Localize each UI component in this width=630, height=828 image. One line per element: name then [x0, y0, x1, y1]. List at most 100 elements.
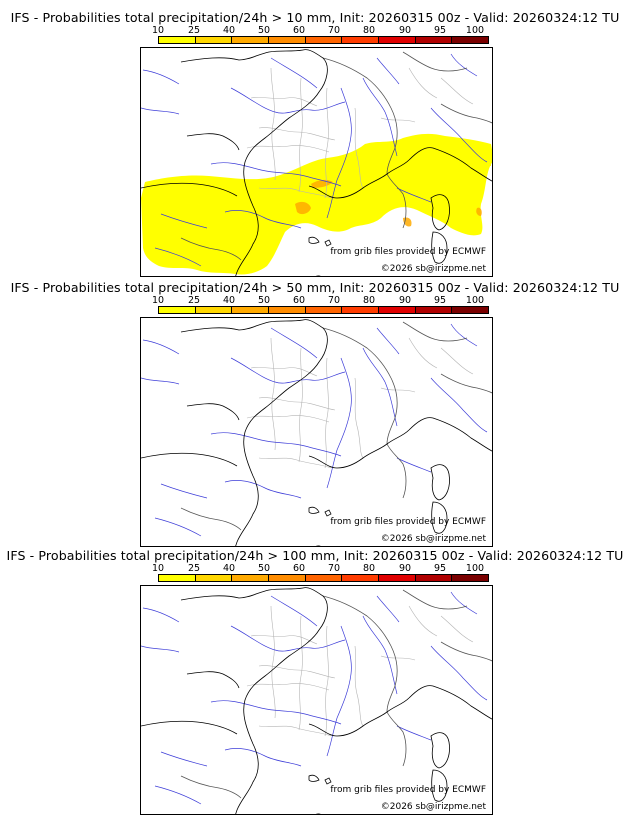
- coastline: [186, 671, 240, 689]
- coastline: [308, 774, 320, 782]
- colorbar-tick: 25: [187, 563, 201, 574]
- river: [430, 377, 488, 433]
- colorbar-segment: [379, 307, 416, 313]
- admin-boundary: [250, 97, 318, 107]
- map-title: IFS - Probabilities total precipitation/…: [10, 280, 620, 295]
- river: [450, 591, 478, 615]
- river: [376, 327, 400, 355]
- admin-boundary: [380, 387, 416, 393]
- map-title: IFS - Probabilities total precipitation/…: [10, 10, 620, 25]
- river: [326, 625, 352, 757]
- probability-area-10-25: [141, 133, 492, 275]
- colorbar-tick: 60: [292, 563, 306, 574]
- coastline: [431, 231, 448, 264]
- colorbar-tick: 80: [362, 563, 376, 574]
- river: [396, 187, 432, 203]
- country-border: [440, 103, 492, 124]
- colorbar-segment: [379, 575, 416, 581]
- map-svg: [141, 319, 492, 546]
- coastline: [235, 319, 328, 546]
- river: [160, 213, 208, 229]
- admin-boundary: [298, 77, 303, 193]
- river: [230, 357, 346, 384]
- admin-boundary: [324, 87, 329, 199]
- colorbar-segment: [452, 307, 489, 313]
- colorbar-tick: 70: [327, 25, 341, 36]
- coastline: [186, 403, 240, 421]
- river: [362, 615, 398, 695]
- coastline: [141, 452, 238, 467]
- coastline: [430, 732, 450, 769]
- coastline: [324, 777, 332, 785]
- country-border: [440, 641, 492, 662]
- coastline: [141, 182, 238, 197]
- colorbar-tick: 70: [327, 563, 341, 574]
- coastline: [408, 147, 492, 182]
- source-credit: from grib files provided by ECMWF: [330, 247, 486, 257]
- admin-boundary: [354, 377, 364, 459]
- river: [142, 69, 180, 85]
- colorbar-segment: [195, 575, 233, 581]
- river: [210, 700, 342, 725]
- coastline: [430, 194, 450, 231]
- river: [430, 107, 488, 163]
- admin-boundary: [380, 117, 416, 123]
- colorbar-segment: [195, 307, 233, 313]
- colorbar-tick: 90: [398, 295, 412, 306]
- colorbar-tick: 60: [292, 295, 306, 306]
- map-svg: [141, 587, 492, 814]
- colorbar-segment: [269, 575, 306, 581]
- admin-boundary: [258, 187, 332, 199]
- admin-boundary: [408, 67, 438, 99]
- map-panel-10mm: IFS - Probabilities total precipitation/…: [0, 0, 630, 277]
- admin-boundary: [258, 725, 332, 737]
- colorbar-segment: [159, 307, 196, 313]
- copyright-credit: ©2026 sb@irizpme.net: [380, 264, 486, 274]
- map-panel-100mm: IFS - Probabilities total precipitation/…: [0, 538, 630, 815]
- river: [142, 607, 180, 623]
- admin-boundary: [408, 605, 438, 637]
- river: [154, 247, 202, 267]
- country-border: [322, 57, 392, 109]
- country-border: [386, 443, 407, 499]
- coastline: [180, 49, 304, 63]
- river: [224, 210, 302, 229]
- colorbar-segment: [269, 307, 306, 313]
- colorbar-tick: 10: [151, 25, 165, 36]
- map-panel-50mm: IFS - Probabilities total precipitation/…: [0, 270, 630, 547]
- colorbar-tick: 25: [187, 25, 201, 36]
- coastline: [431, 501, 448, 534]
- map-frame: from grib files provided by ECMWF ©2026 …: [140, 47, 493, 277]
- country-border: [386, 711, 407, 767]
- colorbar: [158, 306, 489, 314]
- country-border: [386, 645, 398, 713]
- colorbar-tick: 80: [362, 25, 376, 36]
- coastline: [180, 319, 304, 333]
- colorbar-tick: 95: [433, 295, 447, 306]
- admin-boundary: [250, 635, 318, 645]
- coastline: [431, 769, 448, 802]
- coastline: [308, 236, 320, 244]
- colorbar-segment: [415, 307, 453, 313]
- country-border: [322, 595, 392, 647]
- admin-boundary: [270, 605, 276, 719]
- coastline: [235, 587, 328, 814]
- coastline: [186, 133, 240, 151]
- colorbar-tick: 100: [465, 295, 485, 306]
- colorbar-tick: 50: [257, 25, 271, 36]
- admin-boundary: [440, 615, 474, 643]
- colorbar-tick: 90: [398, 25, 412, 36]
- colorbar-tick-labels: 10 25 40 50 60 70 80 90 95 100: [152, 25, 488, 37]
- colorbar-tick: 80: [362, 295, 376, 306]
- admin-boundary: [298, 347, 303, 463]
- coastline: [308, 697, 410, 737]
- river: [430, 645, 488, 701]
- map-svg: [141, 49, 492, 276]
- colorbar-segment: [415, 575, 453, 581]
- colorbar-segment: [379, 37, 416, 43]
- colorbar-segment: [195, 37, 233, 43]
- coastline: [180, 587, 304, 601]
- colorbar-tick: 100: [465, 25, 485, 36]
- colorbar: [158, 574, 489, 582]
- river: [376, 57, 400, 85]
